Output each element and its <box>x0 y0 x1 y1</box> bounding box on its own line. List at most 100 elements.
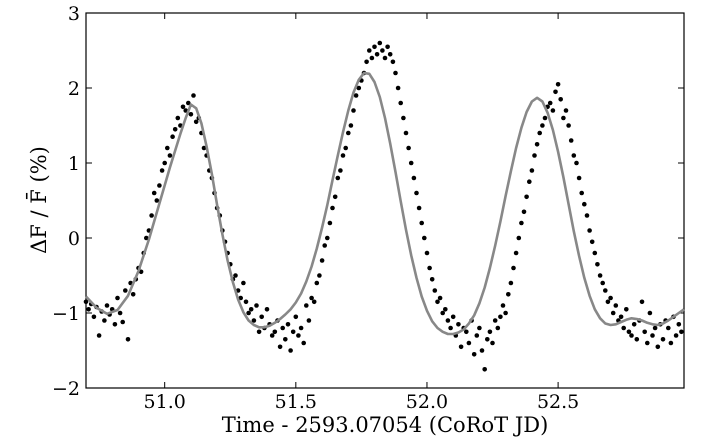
model-curve <box>85 71 685 336</box>
data-point <box>568 138 574 143</box>
data-point <box>309 295 314 301</box>
data-point <box>325 235 330 241</box>
data-point <box>445 318 451 323</box>
data-point <box>304 303 309 308</box>
data-point <box>243 299 249 305</box>
tick-labels: 51.0 51.5 52.0 52.5 −2 −1 0 1 2 3 <box>52 3 579 413</box>
data-point <box>440 310 446 316</box>
data-point <box>159 168 165 173</box>
data-point <box>186 100 191 106</box>
data-point <box>458 344 464 350</box>
data-point <box>144 235 149 241</box>
x-tick-label: 51.5 <box>275 391 317 413</box>
data-point <box>86 307 91 312</box>
data-point <box>154 198 160 203</box>
data-point <box>485 337 490 342</box>
model-line <box>85 71 685 336</box>
data-point <box>130 292 136 297</box>
data-point <box>645 340 650 346</box>
data-point <box>251 318 257 323</box>
data-point <box>364 59 369 65</box>
data-point <box>398 100 404 106</box>
data-point <box>264 307 270 312</box>
data-point <box>327 220 333 226</box>
data-point <box>550 108 556 113</box>
data-point <box>498 314 503 320</box>
data-point <box>589 239 595 245</box>
data-point <box>377 40 383 46</box>
data-point <box>301 340 307 346</box>
data-point <box>356 85 362 91</box>
x-tick-label: 51.0 <box>144 391 186 413</box>
data-point <box>123 288 128 293</box>
x-axis-label: Time - 2593.07054 (CoRoT JD) <box>222 413 549 437</box>
data-point <box>595 262 600 267</box>
data-point <box>524 194 529 200</box>
data-point <box>277 344 283 350</box>
data-point <box>115 295 120 301</box>
data-point <box>306 318 312 323</box>
data-point <box>188 112 194 117</box>
data-point <box>634 337 640 342</box>
data-point <box>429 277 435 282</box>
data-point <box>353 93 359 98</box>
data-point <box>529 168 535 173</box>
data-point <box>369 55 375 61</box>
data-point <box>157 183 162 188</box>
data-point <box>621 325 626 331</box>
data-point <box>403 130 409 136</box>
data-point <box>448 325 453 331</box>
data-point <box>618 314 624 320</box>
data-point <box>558 97 563 102</box>
data-point <box>283 337 288 342</box>
data-point <box>120 319 125 325</box>
data-point <box>561 115 566 121</box>
data-point <box>582 201 587 207</box>
data-point <box>419 220 425 226</box>
data-point <box>317 273 322 278</box>
y-tick-label: 0 <box>68 228 80 250</box>
data-point <box>272 329 278 335</box>
y-tick-label: −2 <box>52 378 80 400</box>
data-point <box>587 228 592 233</box>
data-point <box>647 310 653 316</box>
data-point <box>293 314 299 320</box>
data-point <box>608 295 613 301</box>
data-point <box>322 243 328 248</box>
data-point <box>83 299 89 305</box>
y-axis-label: ΔF / F̄ (%) <box>26 146 51 254</box>
data-point <box>600 280 605 286</box>
data-point <box>311 299 317 305</box>
data-point <box>650 333 655 338</box>
data-point <box>248 307 254 312</box>
data-point <box>387 52 393 57</box>
data-point <box>330 205 335 211</box>
data-point <box>411 175 417 181</box>
data-point <box>503 310 508 316</box>
data-point <box>579 190 584 196</box>
data-point <box>340 153 346 158</box>
data-point <box>175 115 181 121</box>
data-point <box>246 310 251 316</box>
data-point <box>393 70 398 76</box>
data-point <box>104 303 110 308</box>
data-point <box>537 130 542 136</box>
data-point <box>346 130 351 136</box>
data-point <box>372 44 377 50</box>
data-point <box>96 333 102 338</box>
data-point <box>233 273 238 278</box>
data-point <box>193 119 199 125</box>
data-point <box>466 340 472 346</box>
data-point <box>180 104 186 110</box>
data-point <box>563 108 569 113</box>
data-point <box>474 333 480 338</box>
data-point <box>332 194 338 200</box>
x-tick-label: 52.0 <box>406 391 448 413</box>
data-point <box>162 160 167 166</box>
data-point <box>149 213 154 218</box>
data-point <box>298 325 304 331</box>
x-tick-label: 52.5 <box>537 391 579 413</box>
y-tick-label: 3 <box>68 3 80 25</box>
data-point <box>631 322 637 327</box>
